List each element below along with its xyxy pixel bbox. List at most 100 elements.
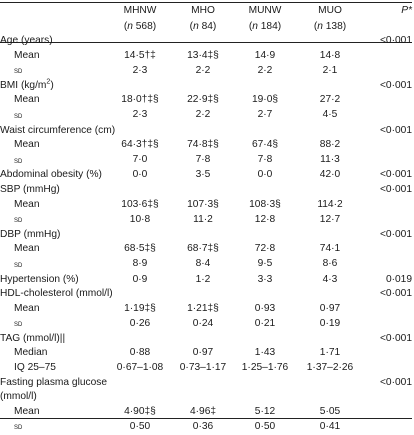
- top-rule: [0, 2, 412, 3]
- value-cell: [107, 228, 173, 243]
- table-row-variable: HDL-cholesterol (mmol/l) <0·001: [0, 287, 412, 302]
- table-row-variable: (mmol/l): [0, 390, 412, 405]
- header-n-muo: (n 138): [313, 21, 347, 32]
- value-cell: 0·0: [257, 169, 273, 181]
- value-cell: 1·71: [319, 347, 341, 359]
- variable-label: Hypertension (%): [0, 273, 79, 285]
- value-cell: [107, 332, 173, 347]
- value-cell: [297, 332, 363, 347]
- table-row-stat: Mean 64·3†‡§ 74·8‡§ 67·4§ 88·2: [0, 138, 412, 153]
- value-cell: 12·7: [319, 213, 341, 225]
- header-row-n: (n 568) (n 84) (n 184) (n 138): [0, 19, 412, 34]
- value-cell: 22·9‡§: [187, 94, 219, 106]
- table-row-variable: Abdominal obesity (%) 0·0 3·5 0·0 42·0 <0·001: [0, 168, 412, 183]
- value-cell: 0·88: [129, 347, 151, 359]
- stat-label: Mean: [14, 198, 40, 210]
- p-value-cell: [363, 63, 412, 79]
- stat-label: Mean: [14, 243, 40, 255]
- p-value-cell: <0·001: [379, 288, 412, 300]
- p-value-cell: [363, 198, 412, 213]
- value-cell: 7·8: [195, 154, 211, 166]
- value-cell: 5·05: [319, 405, 341, 417]
- value-cell: [107, 390, 173, 405]
- value-cell: 18·0†‡§: [121, 94, 159, 106]
- variable-label: DBP (mmHg): [0, 228, 61, 240]
- table-row-variable: Fasting plasma glucose <0·001: [0, 376, 412, 391]
- value-cell: 14·8: [319, 49, 341, 61]
- header-blank: [0, 3, 107, 19]
- value-cell: [173, 34, 233, 49]
- value-cell: [107, 183, 173, 198]
- value-cell: [107, 79, 173, 94]
- value-cell: [107, 376, 173, 391]
- value-cell: [173, 390, 233, 405]
- value-cell: [107, 287, 173, 302]
- value-cell: 2·1: [322, 64, 338, 76]
- bottom-rule: [0, 418, 412, 419]
- p-value-cell: [363, 419, 412, 435]
- stat-label: sd: [14, 421, 23, 432]
- table-row-stat: Mean 18·0†‡§ 22·9‡§ 19·0§ 27·2: [0, 93, 412, 108]
- value-cell: 0·50: [129, 420, 151, 432]
- value-cell: [233, 228, 297, 243]
- value-cell: 64·3†‡§: [121, 139, 159, 151]
- stat-label: Mean: [14, 139, 40, 151]
- header-n-mho: (n 84): [189, 21, 217, 32]
- value-cell: 27·2: [319, 94, 341, 106]
- value-cell: 0·0: [132, 169, 148, 181]
- value-cell: 2·7: [257, 109, 273, 121]
- value-cell: 14·9: [254, 49, 276, 61]
- p-value-cell: [363, 242, 412, 257]
- table-row-stat: sd 0·50 0·36 0·50 0·41: [0, 419, 412, 435]
- value-cell: 10·8: [129, 213, 151, 225]
- stat-label: Mean: [14, 302, 40, 314]
- value-cell: 8·9: [132, 258, 148, 270]
- table-row-stat: sd 7·0 7·8 7·8 11·3: [0, 153, 412, 169]
- value-cell: 9·5: [257, 258, 273, 270]
- value-cell: 3·5: [195, 169, 211, 181]
- value-cell: [233, 34, 297, 49]
- header-row-groups: MHNW MHO MUNW MUO P*: [0, 3, 412, 19]
- stat-label: sd: [14, 65, 23, 76]
- value-cell: 68·7‡§: [187, 243, 219, 255]
- value-cell: 0·93: [254, 302, 276, 314]
- value-cell: [173, 228, 233, 243]
- value-cell: 0·26: [129, 317, 151, 329]
- value-cell: 0·19: [319, 317, 341, 329]
- p-value-cell: <0·001: [379, 35, 412, 46]
- value-cell: 4·5: [322, 109, 338, 121]
- value-cell: [173, 287, 233, 302]
- p-value-cell: [363, 390, 412, 405]
- value-cell: 2·2: [195, 109, 211, 121]
- table-row-variable: SBP (mmHg) <0·001: [0, 183, 412, 198]
- header-group-mho: MHO: [191, 5, 215, 16]
- value-cell: 3·3: [257, 273, 273, 285]
- p-value-cell: <0·001: [379, 228, 412, 240]
- value-cell: 5·12: [254, 405, 276, 417]
- table-row-stat: sd 0·26 0·24 0·21 0·19: [0, 316, 412, 332]
- stat-label: Mean: [14, 49, 40, 61]
- value-cell: [173, 124, 233, 139]
- table-row-stat: Mean 4·90‡§ 4·96‡ 5·12 5·05: [0, 405, 412, 420]
- table-row-stat: sd 8·9 8·4 9·5 8·6: [0, 257, 412, 273]
- value-cell: 4·90‡§: [124, 405, 156, 417]
- value-cell: [173, 332, 233, 347]
- value-cell: 68·5‡§: [124, 243, 156, 255]
- header-group-muo: MUO: [318, 5, 342, 16]
- value-cell: 107·3§: [187, 198, 219, 210]
- p-value-cell: <0·001: [379, 376, 412, 388]
- value-cell: 4·3: [322, 273, 338, 285]
- value-cell: 0·36: [192, 420, 214, 432]
- value-cell: [233, 124, 297, 139]
- value-cell: [297, 183, 363, 198]
- variable-label: Age (years): [0, 35, 53, 46]
- value-cell: 74·1: [319, 243, 341, 255]
- value-cell: 0·73–1·17: [179, 362, 227, 374]
- header-group-mhnw: MHNW: [123, 5, 157, 16]
- value-cell: [233, 79, 297, 94]
- value-cell: [107, 34, 173, 49]
- table-row-variable: Waist circumference (cm) <0·001: [0, 124, 412, 139]
- p-value-cell: [363, 138, 412, 153]
- value-cell: 72·8: [254, 243, 276, 255]
